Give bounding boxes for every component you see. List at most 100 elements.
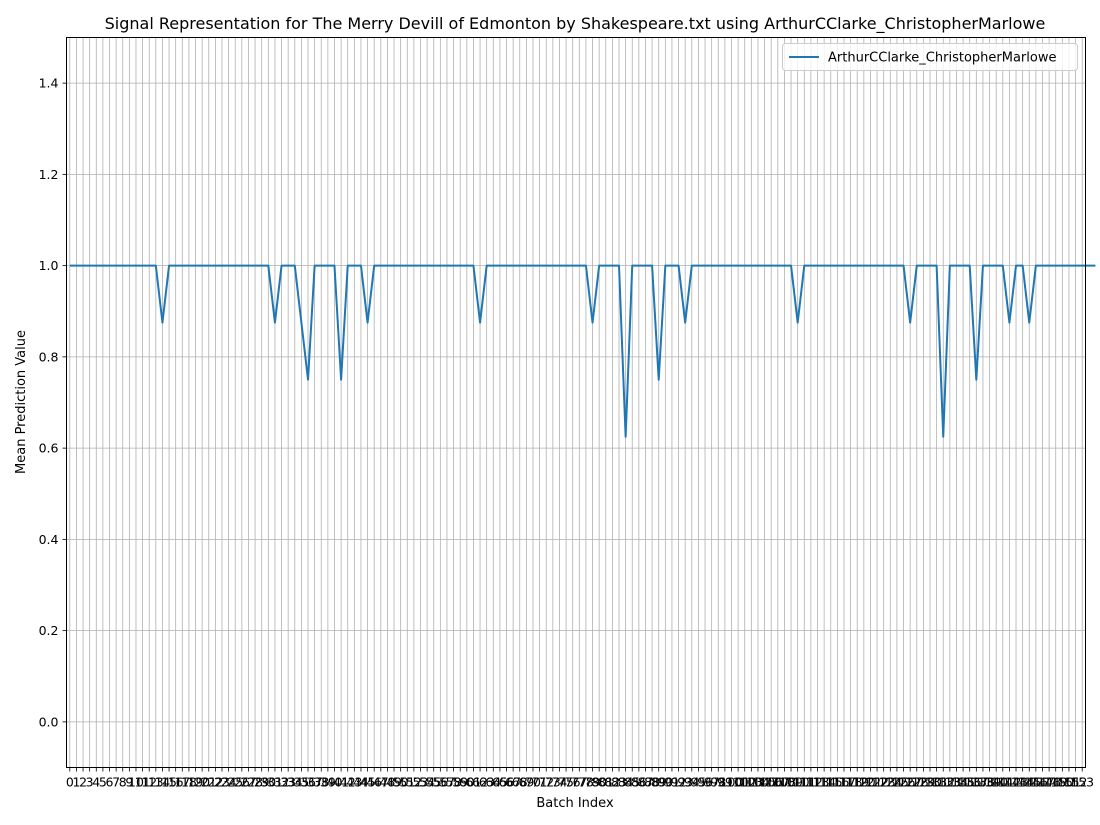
x-tick-label: 43 (346, 775, 362, 790)
x-tick-label: 8 (119, 775, 127, 790)
x-tick-label: 92 (671, 775, 687, 790)
x-tick-label: 96 (697, 775, 713, 790)
y-axis-label: Mean Prediction Value (14, 330, 29, 474)
x-tick-label: 136 (958, 775, 982, 790)
x-tick-label: 7 (112, 775, 120, 790)
x-tick-label: 146 (1024, 775, 1048, 790)
x-tick-label: 116 (825, 775, 849, 790)
x-tick-label: 122 (865, 775, 889, 790)
x-tick-label: 33 (280, 775, 296, 790)
x-tick-label: 126 (892, 775, 916, 790)
x-tick-label: 53 (413, 775, 429, 790)
x-tick-label: 38 (313, 775, 329, 790)
x-tick-label: 140 (984, 775, 1008, 790)
x-tick-label: 124 (878, 775, 902, 790)
y-tick-label: 0.2 (39, 623, 59, 638)
x-tick-label: 150 (1050, 775, 1074, 790)
x-tick-label: 16 (168, 775, 184, 790)
x-tick-label: 123 (872, 775, 896, 790)
x-tick-label: 115 (819, 775, 843, 790)
x-tick-label: 47 (373, 775, 389, 790)
x-tick-label: 31 (267, 775, 283, 790)
x-tick-label: 24 (221, 775, 237, 790)
x-tick-label: 100 (720, 775, 744, 790)
x-tick-label: 36 (300, 775, 316, 790)
x-tick-label: 37 (307, 775, 323, 790)
x-tick-label: 97 (704, 775, 720, 790)
x-tick-label: 134 (945, 775, 969, 790)
x-tick-label: 93 (677, 775, 693, 790)
x-tick-label: 85 (624, 775, 640, 790)
x-tick-label: 80 (591, 775, 607, 790)
x-tick-label: 107 (766, 775, 790, 790)
x-tick-label: 103 (739, 775, 763, 790)
x-tick-label: 79 (585, 775, 601, 790)
x-tick-label: 94 (684, 775, 700, 790)
x-tick-label: 148 (1037, 775, 1061, 790)
x-tick-label: 72 (538, 775, 554, 790)
x-tick-label: 49 (386, 775, 402, 790)
x-tick-label: 99 (717, 775, 733, 790)
x-tick-label: 52 (406, 775, 422, 790)
x-tick-label: 121 (859, 775, 883, 790)
x-tick-label: 35 (293, 775, 309, 790)
x-tick-label: 54 (419, 775, 435, 790)
x-tick-label: 2 (79, 775, 87, 790)
x-tick-label: 3 (86, 775, 94, 790)
x-tick-label: 130 (918, 775, 942, 790)
x-tick-label: 147 (1031, 775, 1055, 790)
x-tick-label: 58 (446, 775, 462, 790)
x-tick-label: 88 (644, 775, 660, 790)
plot-frame (66, 37, 1086, 768)
x-tick-label: 41 (333, 775, 349, 790)
x-tick-label: 21 (201, 775, 217, 790)
x-tick-label: 20 (194, 775, 210, 790)
y-tick-label: 1.0 (39, 258, 59, 273)
x-tick-label: 34 (287, 775, 303, 790)
x-tick-label: 11 (135, 775, 151, 790)
x-tick-label: 83 (611, 775, 627, 790)
x-tick-label: 14 (154, 775, 170, 790)
x-tick-label: 129 (911, 775, 935, 790)
y-axis-ticks: 0.0 0.2 0.4 0.6 0.8 1.0 1.2 1.4 (39, 76, 67, 729)
y-tick-label: 0.0 (39, 714, 59, 729)
x-tick-label: 67 (505, 775, 521, 790)
x-tick-label: 32 (274, 775, 290, 790)
y-tick-label: 0.4 (39, 532, 59, 547)
x-tick-label: 12 (141, 775, 157, 790)
x-tick-label: 87 (638, 775, 654, 790)
x-tick-label: 137 (964, 775, 988, 790)
x-tick-label: 15 (161, 775, 177, 790)
x-tick-label: 60 (459, 775, 475, 790)
x-tick-label: 76 (565, 775, 581, 790)
x-tick-label: 55 (426, 775, 442, 790)
x-tick-label: 113 (806, 775, 830, 790)
plot-area (66, 37, 1086, 768)
x-tick-label: 66 (499, 775, 515, 790)
x-tick-label: 22 (207, 775, 223, 790)
x-tick-label: 114 (812, 775, 836, 790)
x-tick-label: 61 (465, 775, 481, 790)
y-tick-label: 0.6 (39, 441, 59, 456)
chart-title: Signal Representation for The Merry Devi… (105, 14, 1046, 34)
x-tick-label: 104 (746, 775, 770, 790)
x-gridlines (69, 37, 1083, 768)
x-axis-label: Batch Index (536, 796, 614, 811)
x-tick-label: 127 (898, 775, 922, 790)
x-tick-label: 152 (1064, 775, 1088, 790)
x-tick-label: 144 (1011, 775, 1035, 790)
x-tick-label: 30 (260, 775, 276, 790)
x-tick-label: 0 (66, 775, 74, 790)
x-tick-label: 110 (786, 775, 810, 790)
x-tick-label: 151 (1057, 775, 1081, 790)
x-tick-label: 135 (951, 775, 975, 790)
x-tick-label: 29 (254, 775, 270, 790)
x-tick-label: 75 (558, 775, 574, 790)
x-tick-label: 63 (479, 775, 495, 790)
x-tick-label: 141 (991, 775, 1015, 790)
x-tick-label: 90 (657, 775, 673, 790)
x-tick-label: 143 (1004, 775, 1028, 790)
x-tick-label: 44 (353, 775, 369, 790)
x-tick-label: 120 (852, 775, 876, 790)
